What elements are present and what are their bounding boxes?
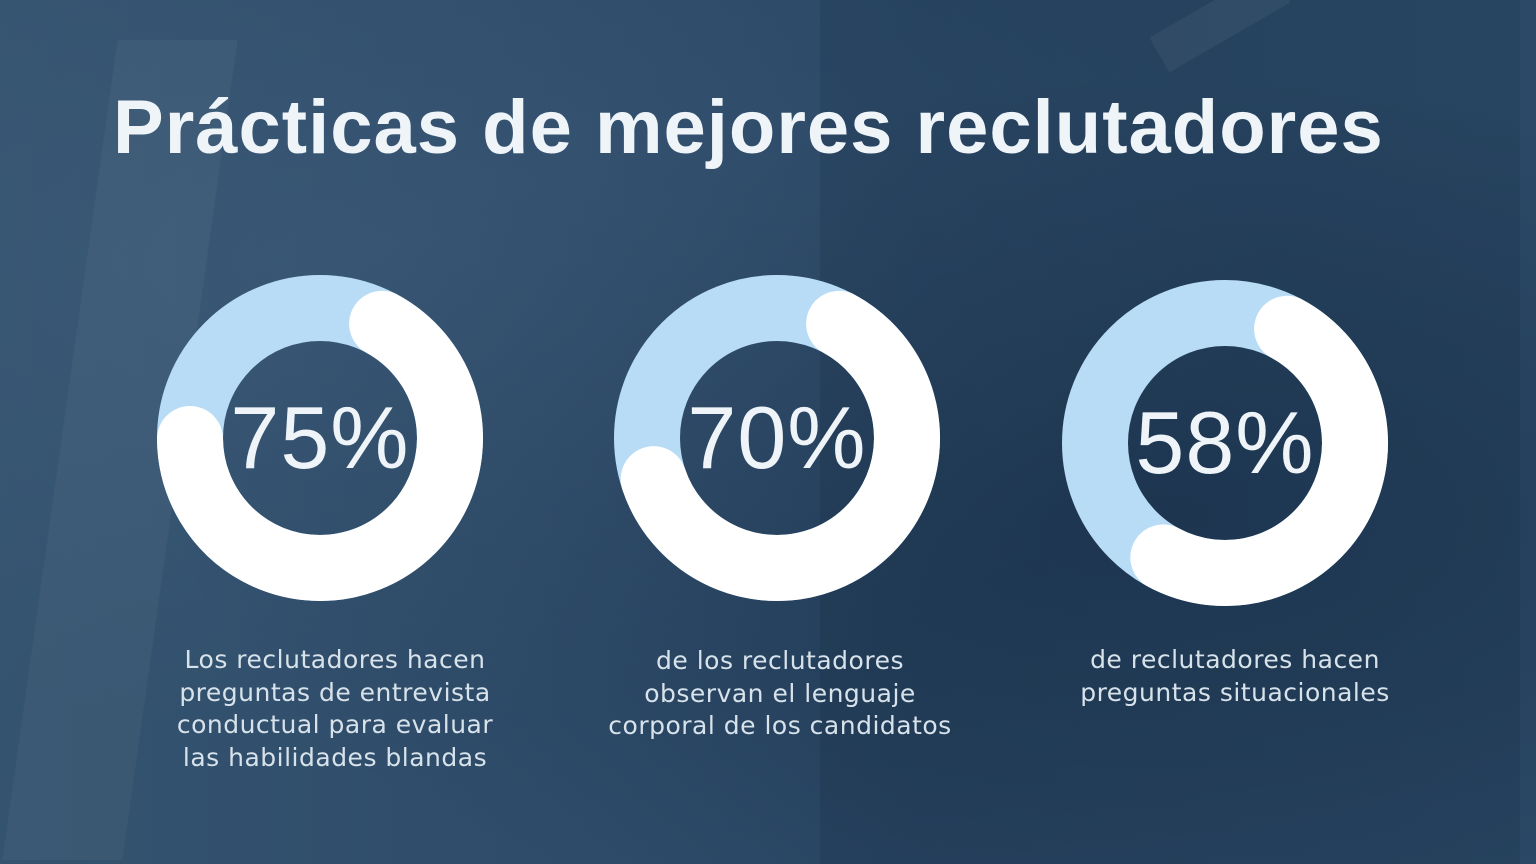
donut-ring-3	[1062, 280, 1388, 606]
page-title: Prácticas de mejores reclutadores	[113, 85, 1384, 170]
donut-chart-2: 70%	[612, 273, 942, 603]
caption-1: Los reclutadores hacen preguntas de entr…	[176, 645, 494, 772]
caption-3: de reclutadores hacen preguntas situacio…	[1080, 645, 1390, 707]
percentage-value-2: 70%	[687, 388, 867, 487]
caption-2: de los reclutadores observan el lenguaje…	[608, 646, 952, 740]
donut-ring-2	[614, 275, 940, 601]
percentage-value-1: 75%	[230, 388, 410, 487]
percentage-value-3: 58%	[1135, 393, 1315, 492]
donut-ring-1	[157, 275, 483, 601]
donut-chart-3: 58%	[1060, 278, 1390, 608]
donut-chart-1: 75%	[155, 273, 485, 603]
